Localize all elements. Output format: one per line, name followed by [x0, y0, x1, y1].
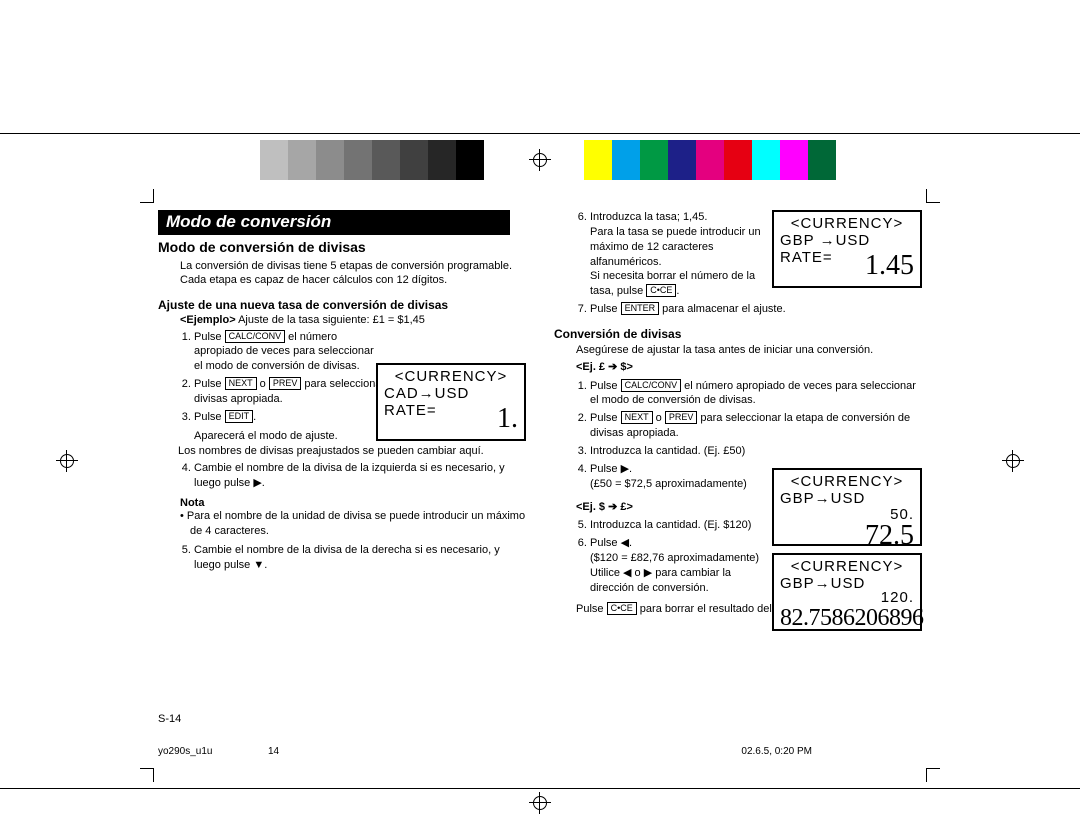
conv-step-3: Introduzca la cantidad. (Ej. £50) — [590, 444, 922, 459]
footer-sheet-number: 14 — [268, 746, 279, 757]
conversion-intro: Asegúrese de ajustar la tasa antes de in… — [576, 343, 922, 358]
lcd-screen-1: <CURRENCY> CAD→USD RATE= 1. — [376, 363, 526, 441]
lcd4-value: 82.7586206896 — [780, 605, 914, 631]
page-content: Modo de conversión Modo de conversión de… — [158, 210, 922, 760]
reg-mark-right — [1002, 450, 1024, 472]
lcd2-line2: GBP →USD — [780, 232, 914, 249]
conv-step-2: Pulse NEXT o PREV para seleccionar la et… — [590, 411, 922, 441]
example-text: Ajuste de la tasa siguiente: £1 = $1,45 — [236, 314, 425, 326]
lcd-screen-4: <CURRENCY> GBP→USD 120. 82.7586206896 — [772, 553, 922, 631]
reg-mark-left — [56, 450, 78, 472]
footer-page-number: S-14 — [158, 713, 181, 725]
crop-br — [926, 768, 940, 782]
step-7: Pulse ENTER para almacenar el ajuste. — [590, 302, 922, 317]
footer-filename: yo290s_u1u — [158, 746, 213, 757]
lcd4-line1: <CURRENCY> — [780, 558, 914, 575]
lcd-screen-2: <CURRENCY> GBP →USD RATE= 1.45 — [772, 210, 922, 288]
lcd-screen-3: <CURRENCY> GBP→USD 50. 72.5 — [772, 468, 922, 546]
key-calcconv: CALC/CONV — [225, 330, 286, 343]
lcd1-line1: <CURRENCY> — [384, 368, 518, 385]
intro-line-1: La conversión de divisas tiene 5 etapas … — [180, 259, 526, 273]
crop-tr — [926, 189, 940, 203]
key-cce-2: C•CE — [607, 602, 637, 615]
reg-mark-bottom — [529, 792, 551, 814]
section-title-bar: Modo de conversión — [158, 210, 510, 235]
setup-steps-cont: Cambie el nombre de la divisa de la dere… — [158, 543, 526, 573]
conversion-heading: Conversión de divisas — [554, 327, 922, 341]
example-label: <Ejemplo> — [180, 314, 236, 326]
nota-bullet: Para el nombre de la unidad de divisa se… — [180, 509, 526, 539]
left-column: Modo de conversión Modo de conversión de… — [158, 210, 526, 616]
lcd4-input: 120. — [780, 590, 914, 605]
key-edit: EDIT — [225, 410, 254, 423]
key-calcconv-2: CALC/CONV — [621, 379, 682, 392]
intro-line-2: Cada etapa es capaz de hacer cálculos co… — [180, 273, 526, 287]
step-4: Cambie el nombre de la divisa de la izqu… — [194, 461, 526, 491]
key-prev: PREV — [269, 377, 302, 390]
lcd3-value: 72.5 — [780, 522, 914, 550]
conv-step-1: Pulse CALC/CONV el número apropiado de v… — [590, 379, 922, 409]
lcd1-line2: CAD→USD — [384, 385, 518, 402]
hairline-bottom — [0, 788, 1080, 789]
right-column: Introduzca la tasa; 1,45. Para la tasa s… — [554, 210, 922, 616]
key-next: NEXT — [225, 377, 257, 390]
lcd2-line1: <CURRENCY> — [780, 215, 914, 232]
example-line: <Ejemplo> Ajuste de la tasa siguiente: £… — [180, 314, 526, 326]
key-prev-2: PREV — [665, 411, 698, 424]
example-1-heading: <Ej. £ ➔ $> — [576, 360, 922, 375]
key-enter: ENTER — [621, 302, 660, 315]
step-3-after-2: Los nombres de divisas preajustados se p… — [178, 444, 526, 459]
footer-timestamp: 02.6.5, 0:20 PM — [741, 746, 812, 757]
nota-heading: Nota — [180, 497, 526, 509]
key-cce: C•CE — [646, 284, 676, 297]
setup-heading: Ajuste de una nueva tasa de conversión d… — [158, 298, 526, 312]
lcd3-line1: <CURRENCY> — [780, 473, 914, 490]
reg-mark-top — [529, 149, 551, 171]
lcd3-line2: GBP→USD — [780, 490, 865, 507]
crop-tl — [140, 189, 154, 203]
hairline-top — [0, 133, 1080, 134]
crop-bl — [140, 768, 154, 782]
section-heading: Modo de conversión de divisas — [158, 239, 526, 255]
key-next-2: NEXT — [621, 411, 653, 424]
step-5: Cambie el nombre de la divisa de la dere… — [194, 543, 526, 573]
